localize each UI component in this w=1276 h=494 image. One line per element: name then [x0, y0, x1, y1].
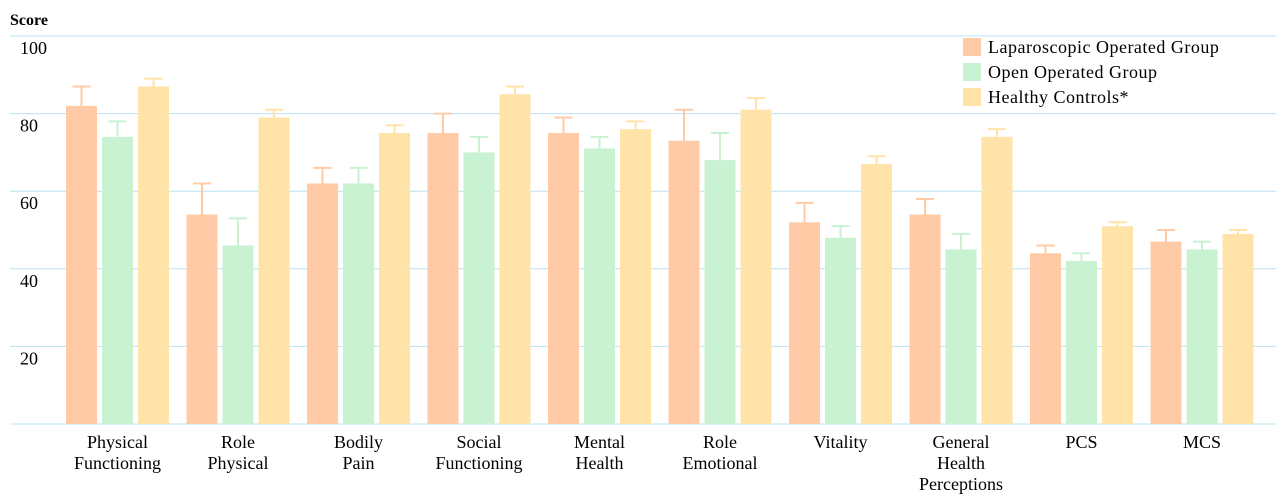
category-label: General Health Perceptions — [919, 432, 1003, 494]
bar — [1102, 226, 1133, 424]
y-tick-label: 80 — [20, 116, 38, 136]
x-tick-labels: Physical Functioning Role Physical Bodily Pai… — [74, 432, 1221, 494]
y-tick-label: 40 — [20, 271, 38, 291]
bar — [1066, 261, 1097, 424]
category-label: Bodily Pain — [334, 432, 383, 473]
bar — [463, 152, 495, 424]
bar — [861, 164, 892, 425]
bars — [66, 77, 1254, 425]
bar — [258, 117, 290, 424]
category-label: Physical Functioning — [74, 432, 161, 473]
bar — [740, 109, 772, 424]
category-label: Role Emotional — [683, 432, 758, 473]
bar — [945, 249, 977, 424]
bar — [138, 86, 169, 424]
legend-label: Open Operated Group — [988, 62, 1157, 82]
category-label: Role Physical — [208, 432, 269, 473]
legend-label: Healthy Controls* — [988, 87, 1129, 107]
bar — [1150, 241, 1182, 424]
legend-swatch — [963, 88, 981, 106]
bar — [620, 129, 651, 424]
bar — [981, 136, 1013, 424]
category-label: Mental Health — [574, 432, 625, 473]
y-tick-label: 100 — [20, 38, 47, 58]
bar — [825, 237, 856, 424]
bar — [427, 133, 459, 424]
bar — [379, 133, 410, 424]
category-label: Social Functioning — [435, 432, 522, 473]
legend-swatch — [963, 63, 981, 81]
y-axis-label: Score — [10, 12, 48, 29]
bar — [909, 214, 941, 424]
bar — [66, 105, 97, 424]
bar — [548, 133, 579, 424]
y-tick-labels: 20 40 60 80 100 — [20, 38, 47, 368]
legend: Laparoscopic Operated Group Open Operated… — [963, 37, 1219, 107]
bar — [102, 136, 133, 424]
legend-label: Laparoscopic Operated Group — [988, 37, 1219, 57]
bar — [1222, 233, 1254, 424]
category-label: MCS — [1183, 432, 1221, 452]
bar — [1030, 253, 1061, 424]
bar — [668, 140, 700, 424]
bar — [789, 222, 820, 424]
bar — [584, 148, 615, 424]
y-tick-label: 60 — [20, 193, 38, 213]
bar — [307, 183, 338, 424]
y-tick-label: 20 — [20, 348, 38, 368]
bar — [1186, 249, 1218, 424]
bar — [704, 160, 736, 424]
category-label: Vitality — [814, 432, 868, 452]
bar — [186, 214, 218, 424]
bar — [499, 94, 531, 424]
category-label: PCS — [1065, 432, 1097, 452]
bar — [343, 183, 374, 424]
bar — [222, 245, 254, 424]
legend-swatch — [963, 38, 981, 56]
